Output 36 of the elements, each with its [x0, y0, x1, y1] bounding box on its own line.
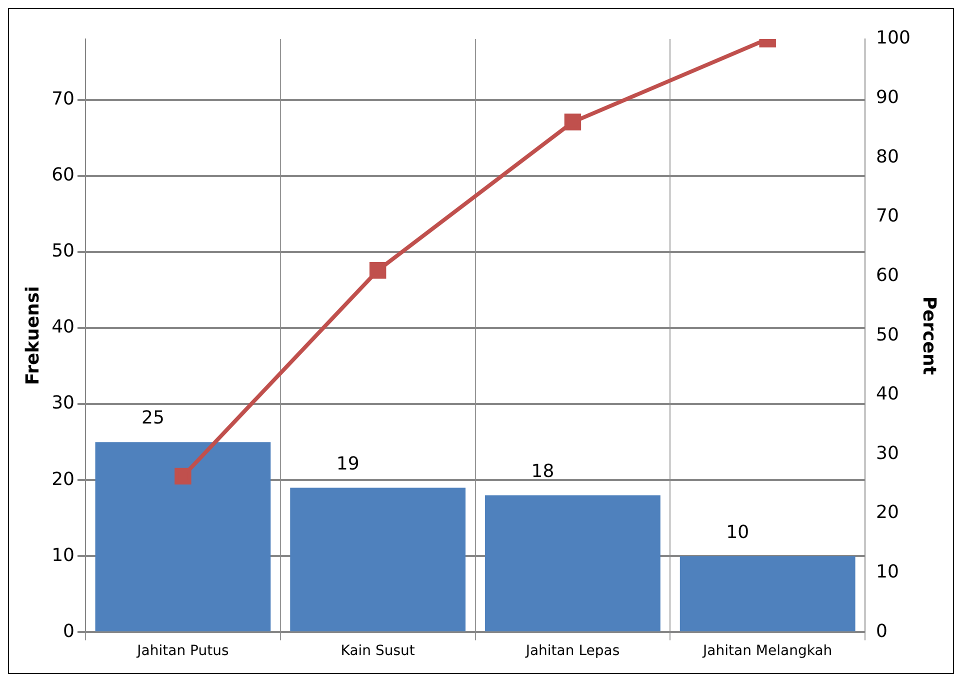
- bar: [95, 442, 271, 632]
- y2-tick-label: 0: [876, 620, 888, 642]
- y-tick-label: 60: [52, 164, 75, 186]
- data-label: 19: [336, 453, 360, 474]
- point: [564, 114, 582, 130]
- y-tick-label: 40: [52, 316, 75, 338]
- x-tick-label: Jahitan Melangkah: [702, 643, 832, 660]
- bar: [485, 495, 660, 632]
- bar: [290, 488, 466, 632]
- y-axis-title: Frekuensi: [22, 286, 44, 386]
- y-tick-label: 0: [63, 620, 75, 642]
- y-tick-label: 50: [52, 240, 75, 262]
- y-tick-label: 20: [52, 468, 75, 490]
- y-tick-label: 70: [52, 88, 75, 110]
- data-label: 18: [531, 460, 554, 482]
- bar: [680, 556, 856, 632]
- y-tick-label: 10: [52, 544, 75, 566]
- y2-tick-label: 70: [876, 206, 899, 227]
- y2-tick-label: 30: [876, 442, 899, 464]
- y2-tick-label: 80: [876, 146, 899, 168]
- y2-axis-title: Percent: [918, 296, 940, 376]
- y2-tick-label: 10: [876, 562, 899, 583]
- point: [369, 262, 386, 279]
- data-label: 10: [726, 522, 750, 543]
- x-tick-label: Jahitan Lepas: [524, 643, 620, 660]
- y2-tick-label: 20: [876, 502, 899, 524]
- y2-tick-label: 40: [876, 384, 899, 405]
- x-tick-label: Kain Susut: [340, 643, 416, 660]
- y-tick-label: 30: [52, 392, 75, 414]
- x-tick-label: Jahitan Putus: [136, 643, 229, 660]
- data-label: 25: [141, 408, 164, 429]
- y2-tick-label: 50: [876, 324, 899, 346]
- y2-tick-label: 90: [876, 86, 899, 108]
- y2-tick-label: 60: [876, 264, 899, 286]
- point: [174, 468, 192, 485]
- y2-tick-label: 100: [876, 28, 910, 49]
